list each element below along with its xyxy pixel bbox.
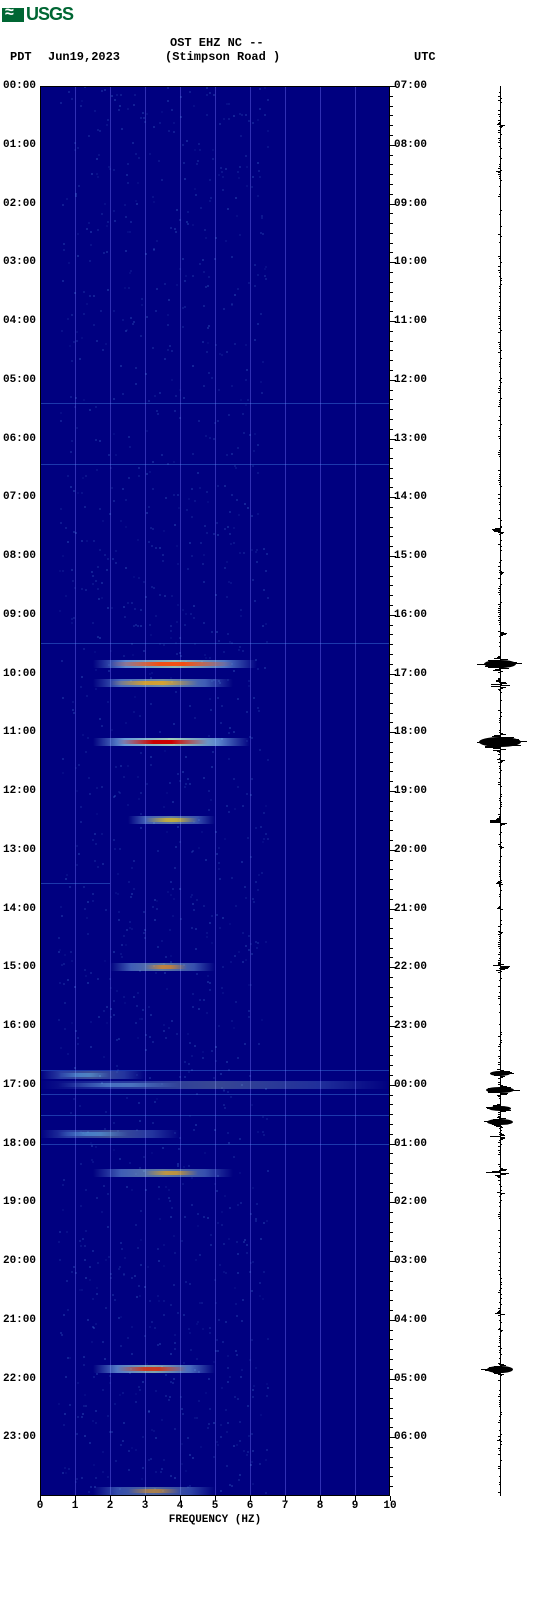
logo-text: USGS <box>26 4 73 24</box>
left-timezone-label: PDT <box>10 50 32 64</box>
utc-time-label: 15:00 <box>394 550 427 562</box>
utc-time-label: 20:00 <box>394 844 427 856</box>
utc-time-label: 17:00 <box>394 668 427 680</box>
utc-time-label: 08:00 <box>394 139 427 151</box>
utc-time-label: 04:00 <box>394 1314 427 1326</box>
pdt-time-label: 16:00 <box>3 1020 36 1032</box>
pdt-time-label: 06:00 <box>3 433 36 445</box>
utc-time-label: 11:00 <box>394 315 427 327</box>
station-name: (Stimpson Road ) <box>165 50 280 64</box>
utc-time-label: 05:00 <box>394 1373 427 1385</box>
pdt-time-label: 22:00 <box>3 1373 36 1385</box>
pdt-time-label: 08:00 <box>3 550 36 562</box>
utc-time-label: 22:00 <box>394 961 427 973</box>
freq-tick-label: 7 <box>282 1500 289 1512</box>
freq-tick-label: 1 <box>72 1500 79 1512</box>
utc-time-label: 03:00 <box>394 1255 427 1267</box>
freq-tick-label: 3 <box>142 1500 149 1512</box>
right-timezone-label: UTC <box>414 50 436 64</box>
pdt-time-label: 21:00 <box>3 1314 36 1326</box>
utc-time-label: 12:00 <box>394 374 427 386</box>
pdt-time-label: 18:00 <box>3 1138 36 1150</box>
utc-time-label: 02:00 <box>394 1196 427 1208</box>
freq-tick-label: 5 <box>212 1500 219 1512</box>
pdt-time-label: 03:00 <box>3 256 36 268</box>
pdt-time-label: 12:00 <box>3 785 36 797</box>
seismogram-trace <box>460 86 540 1496</box>
pdt-time-label: 04:00 <box>3 315 36 327</box>
pdt-time-label: 15:00 <box>3 961 36 973</box>
utc-time-label: 00:00 <box>394 1079 427 1091</box>
utc-time-label: 13:00 <box>394 433 427 445</box>
pdt-time-label: 09:00 <box>3 609 36 621</box>
utc-time-label: 21:00 <box>394 903 427 915</box>
utc-time-label: 07:00 <box>394 80 427 92</box>
spectrogram-canvas <box>40 86 390 1496</box>
pdt-time-label: 00:00 <box>3 80 36 92</box>
pdt-time-label: 10:00 <box>3 668 36 680</box>
pdt-time-label: 07:00 <box>3 491 36 503</box>
date-label: Jun19,2023 <box>48 50 120 64</box>
freq-tick-label: 2 <box>107 1500 114 1512</box>
freq-tick-label: 10 <box>383 1500 396 1512</box>
pdt-time-label: 19:00 <box>3 1196 36 1208</box>
freq-tick-label: 9 <box>352 1500 359 1512</box>
utc-time-label: 19:00 <box>394 785 427 797</box>
freq-tick-label: 8 <box>317 1500 324 1512</box>
utc-time-label: 23:00 <box>394 1020 427 1032</box>
utc-time-label: 10:00 <box>394 256 427 268</box>
utc-time-label: 16:00 <box>394 609 427 621</box>
utc-time-label: 14:00 <box>394 491 427 503</box>
x-axis-label: FREQUENCY (HZ) <box>169 1514 261 1526</box>
utc-time-label: 09:00 <box>394 198 427 210</box>
pdt-time-label: 13:00 <box>3 844 36 856</box>
pdt-time-label: 02:00 <box>3 198 36 210</box>
spectrogram-plot: FREQUENCY (HZ) 00:0001:0002:0003:0004:00… <box>40 86 390 1496</box>
freq-tick-label: 6 <box>247 1500 254 1512</box>
freq-tick-label: 4 <box>177 1500 184 1512</box>
utc-time-label: 18:00 <box>394 726 427 738</box>
pdt-time-label: 20:00 <box>3 1255 36 1267</box>
pdt-time-label: 17:00 <box>3 1079 36 1091</box>
pdt-time-label: 05:00 <box>3 374 36 386</box>
utc-time-label: 01:00 <box>394 1138 427 1150</box>
pdt-time-label: 01:00 <box>3 139 36 151</box>
utc-time-label: 06:00 <box>394 1431 427 1443</box>
usgs-logo: USGS <box>2 4 73 25</box>
pdt-time-label: 14:00 <box>3 903 36 915</box>
freq-tick-label: 0 <box>37 1500 44 1512</box>
pdt-time-label: 23:00 <box>3 1431 36 1443</box>
pdt-time-label: 11:00 <box>3 726 36 738</box>
station-code: OST EHZ NC -- <box>170 36 264 50</box>
